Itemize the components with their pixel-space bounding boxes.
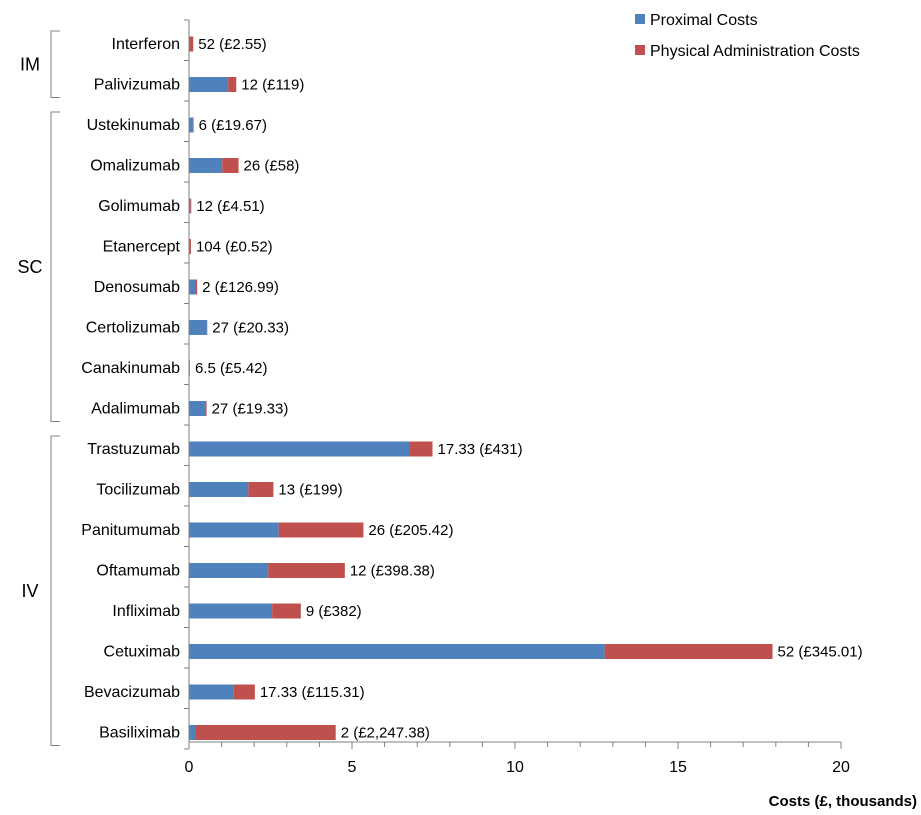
bar-proximal: [189, 603, 273, 619]
bar-proximal: [189, 441, 410, 457]
bar-annotation: 12 (£398.38): [350, 563, 435, 580]
bar-proximal: [189, 563, 269, 578]
bar-annotation: 12 (£119): [241, 77, 304, 94]
bar-annotation: 26 (£58): [244, 158, 300, 175]
bar-annotation: 52 (£345.01): [778, 644, 863, 661]
bar-proximal: [189, 401, 206, 416]
category-labels: Interferon Palivizumab Ustekinumab Omalizum…: [81, 36, 180, 742]
category-label: Basiliximab: [99, 725, 180, 742]
bar-physical: [604, 644, 773, 659]
category-label: Etanercept: [103, 239, 181, 256]
bar-annotation: 27 (£19.33): [212, 401, 289, 418]
bar-physical: [409, 441, 433, 457]
bar-proximal: [189, 644, 605, 659]
category-label: Certolizumab: [86, 320, 180, 337]
legend-swatch: [635, 14, 645, 24]
category-label: Canakinumab: [81, 360, 180, 377]
bar-annotation: 2 (£126.99): [202, 279, 279, 296]
bar-physical: [278, 522, 364, 538]
category-label: Omalizumab: [90, 158, 180, 175]
bar-annotations: 52 (£2.55) 12 (£119) 6 (£19.67) 26 (£58) 12 …: [195, 36, 863, 742]
x-tick-label: 0: [185, 759, 194, 776]
category-label: Cetuximab: [104, 644, 181, 661]
bar-annotation: 17.33 (£431): [438, 441, 523, 458]
bar-physical: [195, 725, 336, 740]
bar-physical: [228, 77, 237, 92]
bar-physical: [192, 117, 194, 133]
bar-annotation: 9 (£382): [306, 603, 362, 620]
group-label: SC: [17, 257, 42, 277]
bar-proximal: [189, 117, 193, 133]
category-label: Denosumab: [94, 279, 180, 296]
category-label: Adalimumab: [91, 401, 180, 418]
bar-annotation: 17.33 (£115.31): [260, 684, 365, 701]
group-label: IV: [21, 581, 38, 601]
category-label: Golimumab: [98, 198, 180, 215]
legend-label: Physical Administration Costs: [650, 43, 860, 60]
bar-annotation: 26 (£205.42): [368, 522, 453, 539]
bar-proximal: [189, 279, 196, 295]
bar-physical: [233, 684, 255, 700]
category-label: Oftamumab: [96, 563, 180, 580]
bar-series: [189, 36, 773, 740]
group-brackets: IM SC IV: [17, 30, 60, 746]
category-label: Palivizumab: [94, 77, 180, 94]
bar-proximal: [189, 725, 196, 740]
bar-physical: [272, 603, 301, 619]
category-label: Infliximab: [112, 603, 180, 620]
group-bracket: [50, 30, 60, 98]
bar-physical: [248, 482, 274, 497]
bar-physical: [189, 239, 191, 254]
group-bracket: [50, 435, 60, 746]
x-tick-label: 5: [348, 759, 357, 776]
category-label: Bevacizumab: [84, 684, 180, 701]
chart-legend: Proximal Costs Physical Administration Co…: [635, 12, 860, 60]
bar-proximal: [189, 198, 191, 214]
group-label: IM: [20, 54, 40, 74]
bar-annotation: 12 (£4.51): [196, 198, 264, 215]
bar-physical: [195, 279, 198, 295]
bar-proximal: [189, 482, 249, 497]
bar-annotation: 2 (£2,247.38): [341, 725, 430, 742]
bar-physical: [189, 36, 194, 52]
x-tick-label: 15: [669, 759, 687, 776]
bar-annotation: 6 (£19.67): [199, 117, 267, 134]
bar-proximal: [189, 684, 234, 700]
bar-physical: [190, 198, 192, 214]
bar-proximal: [189, 522, 279, 538]
category-label: Panitumumab: [81, 522, 180, 539]
bar-physical: [222, 158, 239, 173]
x-axis-label: Costs (£, thousands): [769, 793, 917, 810]
bar-annotation: 6.5 (£5.42): [195, 360, 268, 377]
group-bracket: [50, 111, 60, 422]
bar-proximal: [189, 320, 207, 335]
legend-label: Proximal Costs: [650, 12, 758, 29]
category-label: Tocilizumab: [96, 482, 180, 499]
bar-annotation: 13 (£199): [278, 482, 342, 499]
bar-annotation: 27 (£20.33): [212, 320, 289, 337]
bar-annotation: 52 (£2.55): [198, 36, 266, 53]
x-tick-label: 20: [832, 759, 850, 776]
chart-axes: 0 5 10 15 20: [184, 19, 850, 776]
category-label: Trastuzumab: [87, 441, 180, 458]
bar-physical: [268, 563, 345, 578]
bar-proximal: [189, 158, 223, 173]
x-tick-label: 10: [506, 759, 524, 776]
category-label: Interferon: [112, 36, 180, 53]
bar-proximal: [189, 77, 229, 92]
category-label: Ustekinumab: [87, 117, 180, 134]
legend-swatch: [635, 45, 645, 55]
bar-annotation: 104 (£0.52): [196, 239, 273, 256]
bar-physical: [205, 401, 207, 416]
